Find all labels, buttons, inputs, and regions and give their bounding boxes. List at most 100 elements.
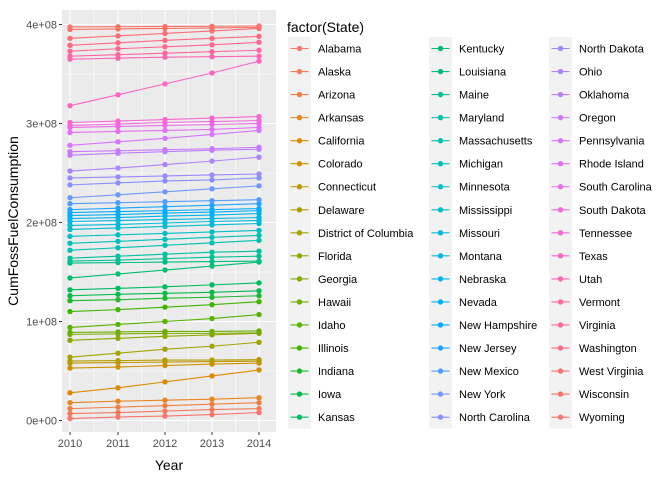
legend-item: Alaska [288, 60, 352, 84]
data-point [256, 280, 262, 286]
data-point [256, 409, 262, 416]
data-point [162, 236, 168, 243]
data-point [256, 253, 262, 259]
series-michigan [67, 232, 262, 246]
legend-key-point [557, 322, 564, 328]
data-point [115, 306, 121, 313]
data-point [67, 255, 73, 261]
legend-key-point [296, 345, 303, 351]
data-point [162, 255, 168, 262]
data-point [67, 48, 73, 54]
series-tennessee [67, 113, 262, 126]
data-point [115, 398, 121, 404]
data-point [162, 284, 168, 290]
legend-key-point [296, 299, 303, 305]
series-indiana [67, 293, 262, 304]
axes-layer: 0e+00 1e+08 2e+08 3e+08 4e+08 2010 2011 2012 201… [26, 20, 271, 451]
data-point [162, 230, 168, 237]
legend-item: New Hampshire [429, 313, 537, 337]
data-point [162, 199, 168, 205]
data-point [209, 42, 215, 48]
data-point [256, 175, 262, 181]
legend-label: Texas [579, 251, 608, 263]
data-point [67, 329, 73, 336]
y-tick-label: 4e+08 [26, 20, 57, 32]
series-new-mexico [67, 197, 262, 207]
y-tick-label: 2e+08 [26, 218, 57, 230]
data-point [67, 275, 73, 281]
legend-item: California [288, 129, 365, 153]
legend-item: Montana [429, 244, 503, 268]
legend-key-point [557, 184, 564, 190]
legend-title: factor(State) [287, 19, 364, 35]
data-point [162, 30, 168, 37]
data-point [115, 238, 121, 245]
data-point [162, 116, 168, 123]
data-point [67, 287, 73, 293]
legend-label: District of Columbia [318, 228, 414, 240]
legend-item: West Virginia [549, 359, 644, 383]
legend-item: Michigan [429, 152, 503, 176]
legend-key-point [296, 45, 303, 52]
data-point [256, 47, 262, 53]
data-point [162, 147, 168, 153]
data-point [256, 395, 262, 401]
x-tick-label: 2014 [247, 438, 271, 450]
data-point [162, 161, 168, 168]
data-point [209, 146, 215, 152]
data-point [115, 40, 121, 46]
data-point [209, 406, 215, 413]
legend-label: West Virginia [579, 366, 644, 378]
data-point [209, 289, 215, 295]
legend-item: Alabama [288, 37, 362, 60]
legend-key-point [557, 345, 564, 351]
x-tick-label: 2013 [200, 438, 224, 450]
data-point [209, 23, 215, 29]
data-point [209, 234, 215, 241]
legend-key-point [557, 161, 564, 167]
data-point [67, 365, 73, 371]
data-point [67, 142, 73, 148]
data-point [67, 24, 73, 30]
legend-key-point [437, 207, 444, 213]
data-point [115, 357, 121, 364]
data-point [115, 253, 121, 259]
data-point [162, 23, 168, 30]
legend-key-point [437, 161, 444, 167]
legend-key-point [296, 161, 303, 167]
legend-item: Texas [549, 244, 608, 268]
legend-label: Florida [318, 251, 353, 263]
series-massachusetts [67, 237, 262, 253]
data-point [209, 328, 215, 335]
legend-key-point [437, 299, 444, 305]
legend-label: Massachusetts [459, 136, 533, 148]
legend-item: Mississippi [429, 198, 512, 222]
data-point [115, 257, 121, 263]
data-point [67, 233, 73, 240]
data-point [67, 182, 73, 188]
legend-key-point [296, 322, 303, 328]
legend-item: Louisiana [429, 60, 507, 84]
legend-item: Washington [549, 336, 637, 360]
data-point [256, 154, 262, 160]
legend-label: Mississippi [459, 205, 512, 217]
legend-label: California [318, 136, 365, 148]
data-point [256, 33, 262, 40]
data-point [162, 242, 168, 248]
legend-label: Oklahoma [579, 90, 630, 102]
data-point [256, 214, 262, 221]
data-point [256, 399, 262, 406]
data-point [256, 367, 262, 373]
data-point [115, 232, 121, 238]
data-point [209, 131, 215, 138]
legend-label: Kansas [318, 412, 355, 424]
legend-label: Illinois [318, 343, 349, 355]
data-point [115, 128, 121, 135]
data-point [162, 379, 168, 385]
legend-item: Virginia [549, 313, 616, 337]
data-point [67, 293, 73, 299]
series-layer [67, 23, 262, 422]
legend-key-point [437, 391, 444, 397]
legend-label: Oregon [579, 113, 616, 125]
